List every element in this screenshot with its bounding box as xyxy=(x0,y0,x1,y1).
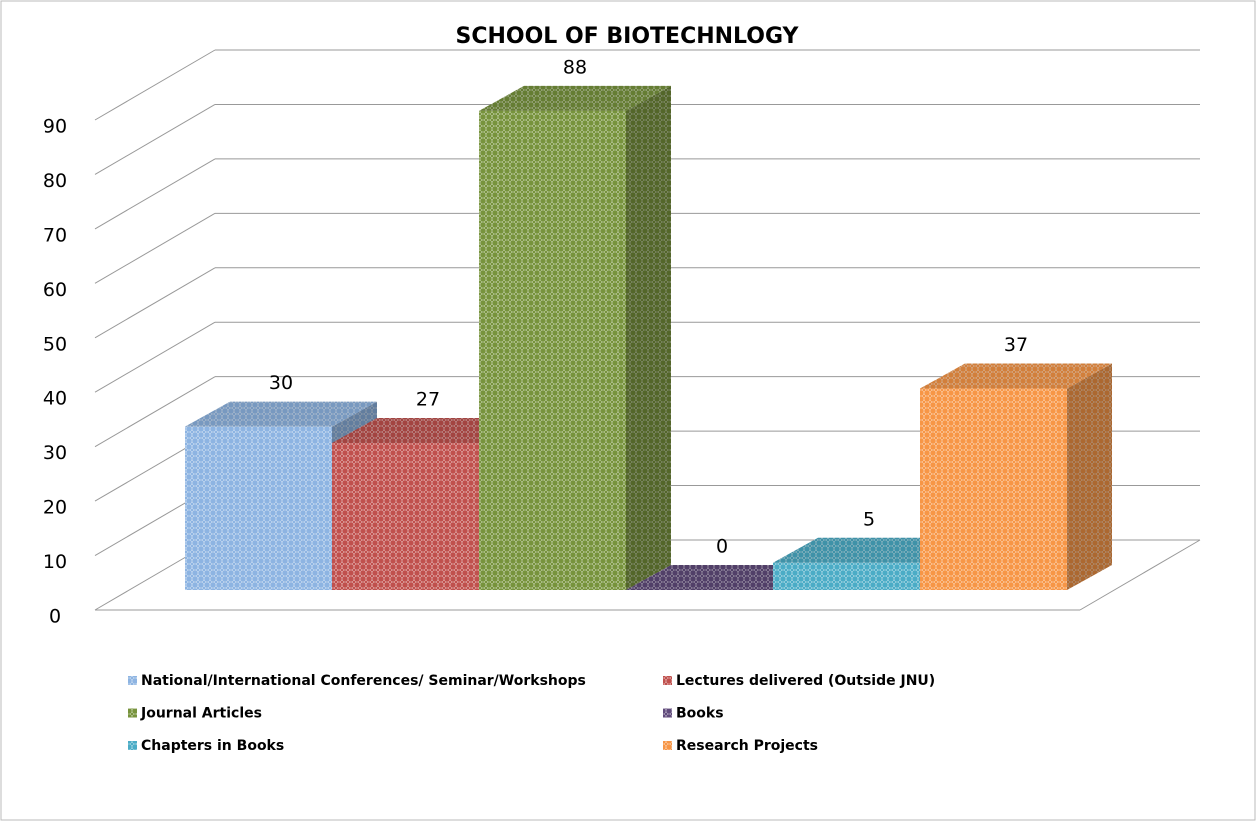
grid-line xyxy=(94,212,216,284)
y-tick-label: 70 xyxy=(43,224,67,246)
bar-front xyxy=(479,110,626,590)
bar-side-shade xyxy=(1067,363,1112,590)
legend-marker xyxy=(128,676,137,685)
y-tick-label: 10 xyxy=(43,551,67,573)
data-label: 5 xyxy=(863,508,875,530)
legend-label: Journal Articles xyxy=(140,706,262,722)
bar xyxy=(479,85,671,590)
data-label: 37 xyxy=(1004,334,1028,356)
bar-side-shade xyxy=(626,85,671,590)
legend-marker xyxy=(663,741,672,750)
bar-side xyxy=(1067,363,1112,590)
legend-marker xyxy=(128,741,137,750)
legend-label: Lectures delivered (Outside JNU) xyxy=(676,673,935,689)
bar-front xyxy=(185,426,332,590)
y-tick-label: 40 xyxy=(43,388,67,410)
legend-marker xyxy=(663,708,672,718)
data-label: 30 xyxy=(269,372,293,394)
data-label: 88 xyxy=(563,56,587,78)
bar-top-shade xyxy=(773,537,965,563)
bar-side xyxy=(626,85,671,590)
grid-line xyxy=(94,158,216,230)
bar-front xyxy=(332,443,479,590)
y-tick-label: 30 xyxy=(43,442,67,464)
grid-line xyxy=(94,321,216,393)
bar-top-shade xyxy=(332,418,524,443)
chart-title: SCHOOL OF BIOTECHNLOGY xyxy=(456,24,800,49)
bar-top-shade xyxy=(626,565,818,590)
legend-marker xyxy=(663,676,672,685)
bar xyxy=(626,565,818,590)
bar-top xyxy=(920,363,1112,389)
y-tick-label: 90 xyxy=(43,116,67,138)
bar-front xyxy=(773,562,920,590)
y-tick-label: 60 xyxy=(43,279,67,301)
y-tick-label: 20 xyxy=(43,497,67,519)
y-tick-label: 0 xyxy=(49,606,61,628)
data-label: 27 xyxy=(416,389,440,411)
legend-label: Chapters in Books xyxy=(141,738,284,754)
bar-top xyxy=(332,418,524,443)
data-label: 0 xyxy=(716,536,728,558)
grid-line xyxy=(94,104,216,175)
bar-top xyxy=(185,401,377,427)
bar-top-shade xyxy=(920,363,1112,389)
grid-line xyxy=(94,49,216,121)
legend-label: National/International Conferences/ Semi… xyxy=(141,673,586,689)
grid-line xyxy=(94,376,216,448)
legend-label: Research Projects xyxy=(676,738,818,754)
bar-top-shade xyxy=(185,401,377,427)
floor-edge xyxy=(1079,539,1201,611)
bar xyxy=(920,363,1112,590)
bar-top xyxy=(626,565,818,590)
bar-top xyxy=(773,537,965,563)
bar-front xyxy=(920,388,1067,590)
y-tick-label: 50 xyxy=(43,333,67,355)
bar-top xyxy=(479,85,671,111)
legend-label: Books xyxy=(676,706,724,722)
bar-top-shade xyxy=(479,85,671,111)
y-tick-label: 80 xyxy=(43,170,67,192)
grid-line xyxy=(94,267,216,339)
legend-marker xyxy=(128,708,137,718)
